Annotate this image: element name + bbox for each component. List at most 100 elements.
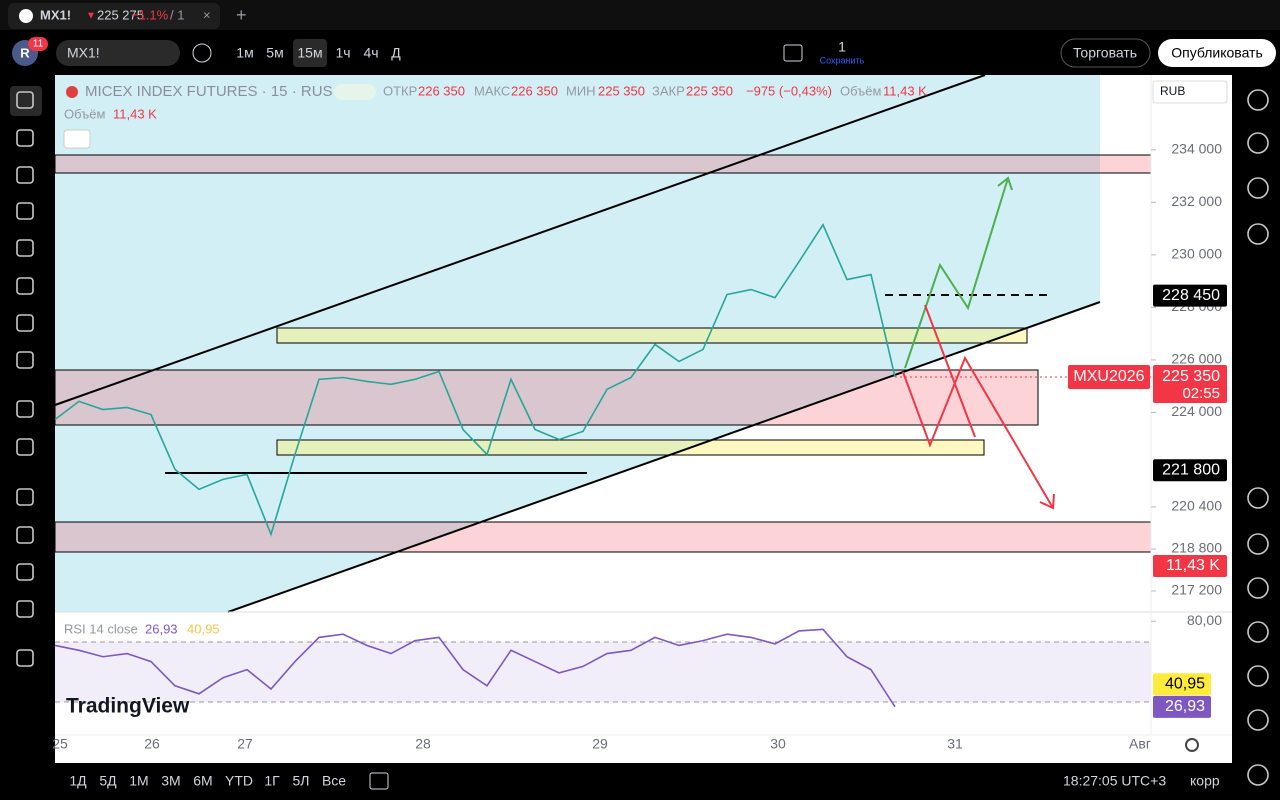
interval-button[interactable]: 1м <box>236 45 253 61</box>
volume-tag-label: 11,43 K <box>1166 557 1220 574</box>
volume-label: Объём <box>840 83 881 98</box>
panel-icon[interactable] <box>1247 621 1269 643</box>
save-label[interactable]: Сохранить <box>820 55 865 65</box>
open-label: ОТКР <box>383 83 417 98</box>
tool-icon[interactable] <box>16 600 34 618</box>
adjust-mode[interactable]: корр <box>1190 773 1220 789</box>
range-button[interactable]: 1Д <box>69 773 87 789</box>
status-pill <box>334 84 376 100</box>
panel-icon[interactable] <box>1247 487 1269 509</box>
tool-icon[interactable] <box>16 563 34 581</box>
tool-active[interactable] <box>10 86 42 116</box>
publish-label: Опубликовать <box>1171 45 1263 61</box>
panel-icon[interactable] <box>1247 709 1269 731</box>
panel-icon[interactable] <box>1247 665 1269 687</box>
tab[interactable] <box>8 3 220 29</box>
range-button[interactable]: 1М <box>129 773 148 789</box>
interval-button[interactable]: 4ч <box>363 45 378 61</box>
rsi-band <box>55 642 1151 702</box>
bear-arrow <box>924 304 976 438</box>
tool-icon[interactable] <box>16 277 34 295</box>
range-button[interactable]: 3М <box>161 773 180 789</box>
trade-button[interactable] <box>1060 38 1151 68</box>
tool-icon[interactable] <box>16 526 34 544</box>
y-tick-label: 80,00 <box>1187 612 1222 628</box>
range-button[interactable]: 6М <box>193 773 212 789</box>
x-tick-label: Авг <box>1129 736 1151 752</box>
flag <box>19 9 33 23</box>
rsi-tag-label: 26,93 <box>1165 698 1205 715</box>
trade-label: Торговать <box>1073 45 1137 61</box>
rsi-value: 26,93 <box>145 621 178 636</box>
x-tick-label: 27 <box>237 736 253 752</box>
tab-symbol: MX1! <box>40 7 71 22</box>
open-value: 226 350 <box>418 83 465 98</box>
level-box <box>276 327 1028 344</box>
range-button[interactable]: YTD <box>225 773 253 789</box>
tab-arrow: ▼ <box>86 11 96 22</box>
range-button[interactable]: 5Д <box>99 773 117 789</box>
high-value: 226 350 <box>511 83 558 98</box>
contract-tag <box>1068 364 1150 389</box>
range-button[interactable]: Все <box>322 773 346 789</box>
lower-zone <box>54 521 1152 553</box>
rsi-tag-label: 40,95 <box>1165 675 1205 692</box>
x-tick-label: 31 <box>947 736 963 752</box>
tab-change: −1.1% <box>131 7 169 22</box>
date-range-button[interactable] <box>369 772 389 790</box>
panel-icon[interactable] <box>1247 764 1269 786</box>
volume-tag <box>1153 555 1227 577</box>
interval-button[interactable]: Д <box>391 45 401 61</box>
legend-title: MICEX INDEX FUTURES · 15 · RUS <box>85 83 333 100</box>
contract-label: MXU2026 <box>1073 368 1144 385</box>
tool-icon[interactable] <box>16 400 34 418</box>
tool-icon[interactable] <box>16 239 34 257</box>
rsi-title: RSI 14 close <box>64 621 138 636</box>
layout-button[interactable] <box>783 44 803 62</box>
panel-icon[interactable] <box>1247 577 1269 599</box>
y-tick-label: 218 800 <box>1171 540 1222 556</box>
y-tick-label: 232 000 <box>1171 193 1222 209</box>
last-price-tag <box>1153 364 1227 403</box>
interval-button[interactable]: 5м <box>266 45 283 61</box>
tool-icon[interactable] <box>16 351 34 369</box>
price-tag-label: 228 450 <box>1162 287 1220 304</box>
panel-icon[interactable] <box>1247 89 1269 111</box>
volume-value: 11,43 K <box>883 83 927 98</box>
currency-select[interactable] <box>1152 80 1228 104</box>
new-tab[interactable]: + <box>236 5 247 25</box>
flag <box>66 86 78 98</box>
collapse-button[interactable] <box>63 129 91 149</box>
publish-button[interactable] <box>1158 39 1276 67</box>
panel-icon[interactable] <box>1247 132 1269 154</box>
range-button[interactable]: 1Г <box>264 773 280 789</box>
rsi-tag <box>1153 695 1211 718</box>
panel-icon[interactable] <box>1247 223 1269 245</box>
symbol-search[interactable] <box>56 40 180 66</box>
tool-icon[interactable] <box>16 649 34 667</box>
tool-icon[interactable] <box>16 129 34 147</box>
x-tick-label: 25 <box>52 736 68 752</box>
rsi-tag <box>1153 673 1211 696</box>
range-button[interactable]: 5Л <box>293 773 310 789</box>
tool-icon[interactable] <box>16 314 34 332</box>
tool-icon[interactable] <box>16 488 34 506</box>
watermark: TradingView <box>66 695 190 718</box>
settings-button[interactable] <box>1185 738 1199 752</box>
arrow-head <box>1039 493 1055 510</box>
tool-icon[interactable] <box>16 438 34 456</box>
interval-button[interactable]: 1ч <box>335 45 350 61</box>
interval-button[interactable]: 15м <box>297 45 322 61</box>
tool-icon[interactable] <box>16 166 34 184</box>
panel-icon[interactable] <box>1247 177 1269 199</box>
price-tag-label: 221 800 <box>1162 461 1220 478</box>
interval-active <box>293 39 327 67</box>
compare-button[interactable] <box>192 43 212 63</box>
tab-rest: / 1 <box>170 7 184 22</box>
tool-icon[interactable] <box>16 91 34 109</box>
tool-icon[interactable] <box>16 202 34 220</box>
panel-icon[interactable] <box>1247 533 1269 555</box>
tab-close[interactable]: × <box>203 7 211 22</box>
channel-upper <box>54 74 986 406</box>
x-tick-label: 26 <box>144 736 160 752</box>
